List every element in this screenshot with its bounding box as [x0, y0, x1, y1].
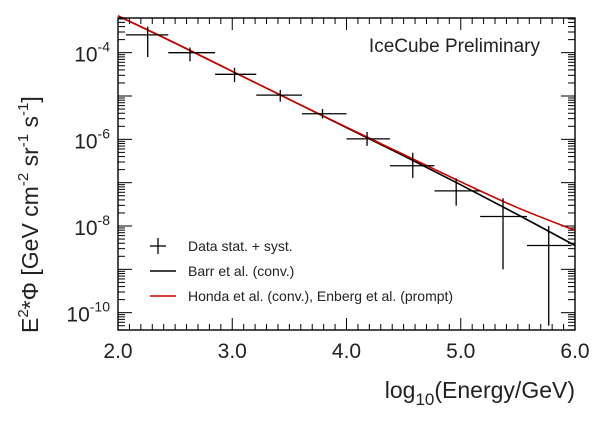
y-tick-label-exp: -4: [98, 39, 111, 55]
y-tick-labels: 10-410-610-810-10: [66, 39, 110, 327]
x-tick-label: 5.0: [446, 340, 475, 363]
legend-label-data: Data stat. + syst.: [188, 238, 293, 254]
data-point: [256, 89, 302, 102]
y-axis-label-e: ]: [17, 96, 43, 102]
y-axis-label-b: *Φ [GeV cm: [17, 186, 43, 309]
data-point: [125, 26, 169, 57]
y-tick-label-exp: -8: [98, 212, 111, 228]
data-point: [301, 109, 347, 119]
x-tick-label: 2.0: [103, 340, 132, 363]
y-axis-label-d: s: [17, 116, 43, 134]
y-tick-label: 10-6: [74, 125, 110, 153]
y-tick-label-base: 10: [74, 217, 97, 240]
y-tick-label: 10-10: [66, 299, 110, 327]
y-axis-label: E2*Φ [GeV cm-2 sr-1 s-1]: [15, 96, 43, 333]
legend-label-barr: Barr et al. (conv.): [188, 263, 294, 279]
data-points: [125, 26, 572, 326]
legend-entry-honda: Honda et al. (conv.), Enberg et al. (pro…: [150, 288, 453, 304]
legend: Data stat. + syst. Barr et al. (conv.) H…: [150, 238, 453, 304]
y-tick-label-base: 10: [74, 44, 97, 67]
data-point: [434, 178, 481, 206]
x-axis-label-main: log: [385, 377, 416, 403]
y-axis-label-a-sup: 2: [15, 309, 32, 317]
data-point: [389, 152, 435, 178]
tick-marks: [117, 18, 576, 331]
y-tick-label-base: 10: [74, 130, 97, 153]
y-tick-label-base: 10: [66, 304, 89, 327]
y-axis-label-b-sup: -2: [15, 173, 32, 186]
y-axis-label-d-sup: -1: [15, 103, 32, 116]
data-point: [527, 226, 572, 326]
y-axis-label-c: sr: [17, 147, 43, 173]
data-point: [480, 198, 528, 270]
y-tick-label: 10-4: [74, 39, 110, 67]
x-tick-label: 3.0: [218, 340, 247, 363]
curve-honda-enberg: [117, 15, 576, 232]
legend-label-honda: Honda et al. (conv.), Enberg et al. (pro…: [188, 288, 453, 304]
x-axis-label-sub: 10: [415, 390, 434, 409]
y-axis-label-c-sup: -1: [15, 134, 32, 147]
annotation: IceCube Preliminary: [369, 36, 541, 57]
x-tick-labels: 2.0 3.0 4.0 5.0 6.0: [103, 340, 589, 363]
legend-entry-barr: Barr et al. (conv.): [150, 263, 294, 279]
y-tick-label-exp: -6: [98, 125, 111, 141]
x-tick-label: 6.0: [560, 340, 589, 363]
x-tick-label: 4.0: [332, 340, 361, 363]
legend-entry-data: Data stat. + syst.: [150, 238, 293, 254]
x-axis-label-rest: (Energy/GeV): [434, 377, 575, 403]
y-axis-label-a: E: [17, 318, 43, 333]
y-tick-label: 10-8: [74, 212, 110, 240]
data-point: [168, 47, 216, 62]
data-point: [215, 67, 257, 83]
data-point: [346, 131, 390, 146]
x-axis-label: log10(Energy/GeV): [385, 377, 575, 409]
y-tick-label-exp: -10: [90, 299, 110, 315]
plot-frame: [117, 17, 576, 331]
